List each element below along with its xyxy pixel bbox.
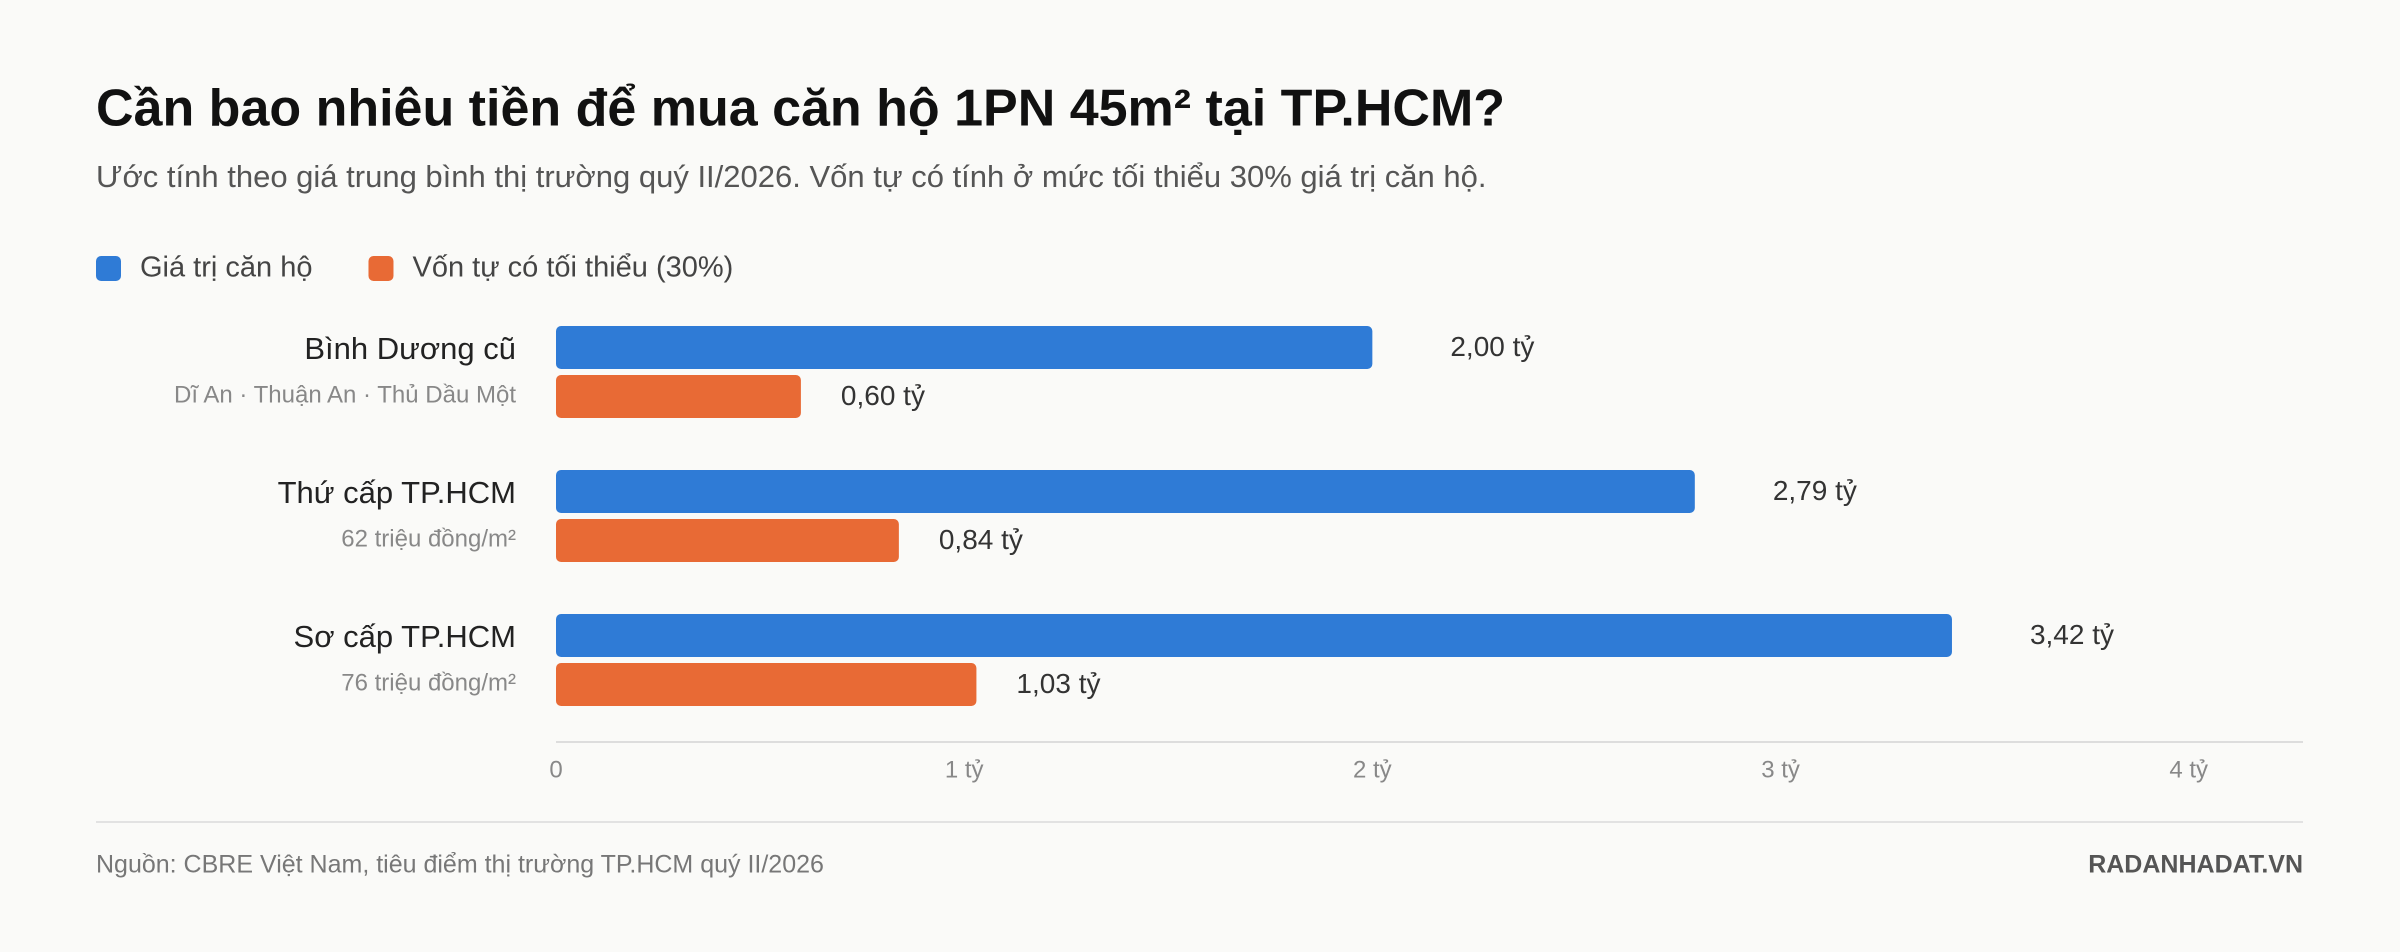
value-label: 0,84 tỷ <box>939 524 1023 555</box>
x-tick-label: 3 tỷ <box>1761 756 1800 783</box>
legend-swatch <box>96 256 121 281</box>
bar <box>556 326 1373 369</box>
category-label: Thứ cấp TP.HCM <box>278 475 516 510</box>
category-note: 62 triệu đồng/m² <box>341 525 516 552</box>
chart-title: Cần bao nhiêu tiền để mua căn hộ 1PN 45m… <box>96 80 1505 138</box>
value-label: 1,03 tỷ <box>1016 668 1100 699</box>
source: Nguồn: CBRE Việt Nam, tiêu điểm thị trườ… <box>96 851 824 879</box>
bar <box>556 663 977 706</box>
legend-label: Vốn tự có tối thiểu (30%) <box>412 252 733 284</box>
x-tick-label: 0 <box>549 756 562 783</box>
value-label: 2,79 tỷ <box>1773 475 1857 506</box>
value-label: 2,00 tỷ <box>1450 331 1534 362</box>
chart-subtitle: Ước tính theo giá trung bình thị trường … <box>96 159 1486 194</box>
category-label: Bình Dương cũ <box>304 331 516 366</box>
bar <box>556 519 899 562</box>
value-label: 3,42 tỷ <box>2030 619 2114 650</box>
bar <box>556 375 801 418</box>
x-tick-label: 1 tỷ <box>945 756 984 783</box>
brand: RADANHADAT.VN <box>2088 851 2303 879</box>
category-note: Dĩ An · Thuận An · Thủ Dầu Một <box>174 381 516 408</box>
x-tick-label: 4 tỷ <box>2169 756 2208 783</box>
category-label: Sơ cấp TP.HCM <box>294 619 516 654</box>
bar <box>556 614 1952 657</box>
legend-swatch <box>368 256 394 281</box>
legend-label: Giá trị căn hộ <box>140 252 312 284</box>
value-label: 0,60 tỷ <box>841 380 925 411</box>
x-tick-label: 2 tỷ <box>1353 756 1392 783</box>
category-note: 76 triệu đồng/m² <box>341 669 516 696</box>
bar <box>556 470 1695 513</box>
